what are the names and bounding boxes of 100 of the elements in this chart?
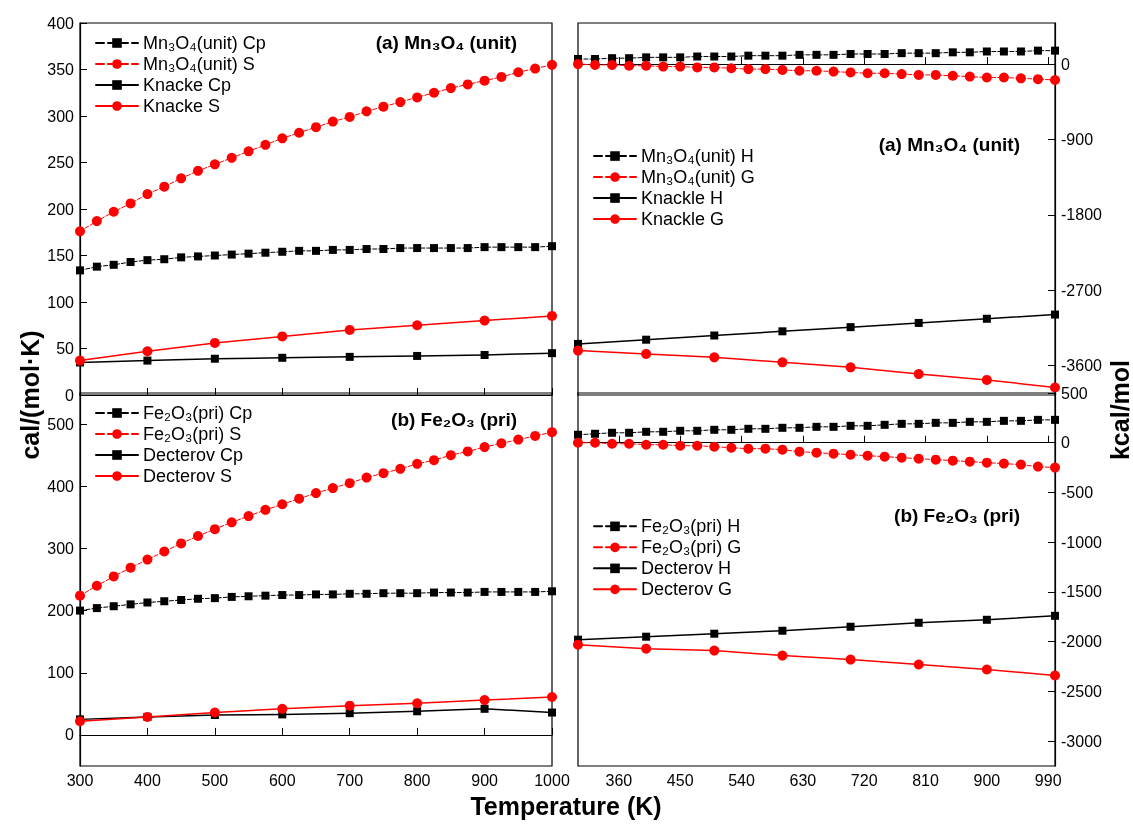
- point: [879, 68, 890, 79]
- point: [244, 249, 253, 258]
- point: [513, 434, 524, 445]
- point: [92, 604, 101, 613]
- point: [591, 429, 600, 438]
- point: [295, 246, 304, 255]
- point: [727, 425, 736, 434]
- point: [514, 587, 523, 596]
- text: (a) Mn₃O₄ (unit): [375, 32, 518, 53]
- point: [574, 430, 582, 439]
- point: [142, 554, 153, 565]
- x-tick-label: 540: [728, 771, 755, 789]
- point: [795, 423, 804, 432]
- point: [243, 146, 254, 157]
- point: [143, 598, 152, 607]
- y-tick-label: 50: [56, 340, 75, 357]
- point: [1051, 46, 1059, 55]
- point: [109, 260, 118, 269]
- y-tick-label: 500: [1061, 384, 1088, 402]
- point: [845, 449, 856, 460]
- point: [227, 592, 236, 601]
- point: [480, 587, 489, 596]
- point: [642, 632, 651, 641]
- point: [497, 587, 506, 596]
- point: [863, 50, 872, 58]
- point: [965, 48, 974, 57]
- point: [413, 707, 422, 716]
- point: [641, 60, 652, 71]
- point: [981, 664, 992, 675]
- point: [1050, 462, 1060, 473]
- point: [676, 53, 685, 62]
- point: [210, 251, 219, 260]
- point: [659, 53, 668, 62]
- point: [413, 589, 422, 598]
- point: [412, 320, 423, 331]
- point: [531, 587, 540, 596]
- point: [344, 478, 355, 489]
- point: [1051, 310, 1059, 319]
- point: [1016, 47, 1025, 56]
- legend-label: Mn₃O₄(unit) S: [143, 54, 255, 74]
- point: [378, 468, 389, 479]
- legend-label: Mn₃O₄(unit) H: [641, 146, 754, 167]
- point: [624, 438, 635, 449]
- legend-label: Knacke S: [143, 96, 221, 116]
- y-tick-label: 0: [1061, 55, 1070, 73]
- point: [1016, 416, 1025, 425]
- point: [913, 453, 924, 464]
- point: [998, 72, 1009, 83]
- y-tick-label: 100: [47, 293, 75, 311]
- x-tick-label: 900: [973, 771, 1001, 789]
- point: [75, 226, 85, 237]
- point: [277, 703, 288, 714]
- point: [710, 425, 719, 434]
- legend-label: Knacke Cp: [143, 75, 232, 95]
- point: [863, 421, 872, 430]
- point: [209, 337, 220, 348]
- point: [675, 61, 686, 72]
- point: [1015, 73, 1026, 84]
- x-tick-label: 400: [134, 771, 161, 789]
- point: [362, 244, 371, 253]
- point: [930, 454, 941, 465]
- x-tick-label: 630: [789, 771, 817, 789]
- point: [914, 419, 923, 428]
- point: [462, 446, 473, 457]
- point: [880, 50, 889, 58]
- point: [896, 69, 907, 80]
- point: [897, 49, 906, 58]
- point: [109, 602, 118, 611]
- point: [794, 65, 805, 76]
- point: [327, 483, 338, 494]
- point: [913, 659, 924, 670]
- y-tick-label: -1000: [1061, 533, 1103, 551]
- point: [1051, 611, 1059, 620]
- point: [108, 571, 119, 582]
- point: [811, 65, 822, 76]
- point: [396, 244, 405, 253]
- y-tick-label: 0: [65, 726, 75, 744]
- y-tick-label: 250: [47, 154, 75, 171]
- point: [548, 349, 556, 358]
- y-tick-label: -3600: [1061, 357, 1103, 375]
- point: [278, 247, 287, 256]
- y-tick-label: 200: [47, 602, 75, 620]
- point: [641, 439, 652, 450]
- point: [981, 72, 992, 83]
- point: [658, 61, 669, 72]
- point: [547, 427, 557, 438]
- point: [778, 51, 787, 60]
- point: [828, 66, 839, 77]
- point: [727, 52, 736, 61]
- point: [210, 354, 219, 363]
- x-tick-label: 700: [336, 771, 364, 789]
- point: [413, 244, 422, 253]
- point: [479, 442, 490, 453]
- point: [931, 418, 940, 427]
- point: [446, 588, 455, 597]
- point: [947, 70, 958, 81]
- point: [480, 351, 489, 360]
- point: [548, 587, 556, 596]
- point: [829, 50, 838, 59]
- point: [142, 189, 153, 200]
